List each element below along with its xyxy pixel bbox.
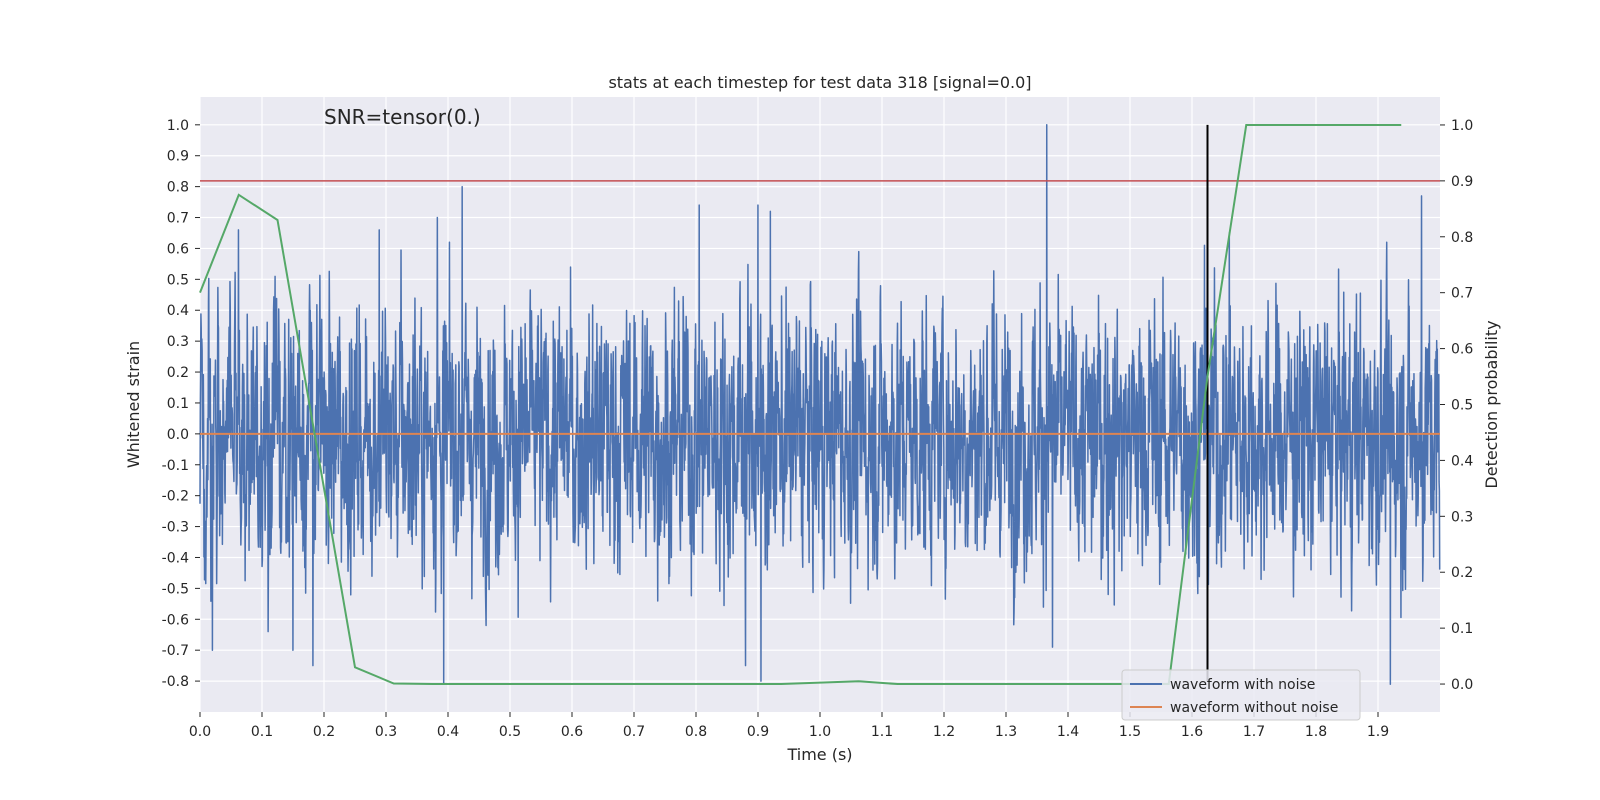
x-tick-label: 0.0 bbox=[189, 724, 211, 740]
y-tick-label: -0.2 bbox=[162, 489, 189, 505]
legend: waveform with noise waveform without noi… bbox=[1121, 669, 1361, 721]
x-tick-label: 1.6 bbox=[1181, 724, 1203, 740]
x-tick-label: 0.1 bbox=[251, 724, 273, 740]
y-tick-label: 0.7 bbox=[167, 211, 189, 227]
y-tick-label: 0.5 bbox=[167, 272, 189, 288]
x-tick-label: 1.2 bbox=[933, 724, 955, 740]
y2-axis-label: Detection probability bbox=[1482, 320, 1501, 488]
y2-tick-label: 0.3 bbox=[1451, 509, 1473, 525]
y-tick-label: -0.6 bbox=[162, 612, 189, 628]
x-axis-label: Time (s) bbox=[786, 745, 852, 764]
y2-tick-label: 0.4 bbox=[1451, 453, 1473, 469]
y2-tick-label: 0.9 bbox=[1451, 174, 1473, 190]
x-tick-label: 1.3 bbox=[995, 724, 1017, 740]
x-tick-label: 0.6 bbox=[561, 724, 583, 740]
legend-box bbox=[1121, 669, 1361, 721]
x-tick-label: 0.9 bbox=[747, 724, 769, 740]
y-tick-label: -0.7 bbox=[162, 643, 189, 659]
x-tick-label: 1.5 bbox=[1119, 724, 1141, 740]
y-tick-label: -0.8 bbox=[162, 674, 189, 690]
legend-label-noise: waveform with noise bbox=[1170, 677, 1315, 693]
y2-tick-label: 0.6 bbox=[1451, 342, 1473, 358]
x-tick-label: 1.9 bbox=[1367, 724, 1389, 740]
y-tick-label: 0.2 bbox=[167, 365, 189, 381]
y2-tick-label: 1.0 bbox=[1451, 118, 1473, 134]
y-tick-label: 0.9 bbox=[167, 149, 189, 165]
x-tick-label: 1.8 bbox=[1305, 724, 1327, 740]
probability-layer bbox=[199, 123, 1402, 686]
x-tick-label: 0.8 bbox=[685, 724, 707, 740]
x-tick-label: 1.7 bbox=[1243, 724, 1265, 740]
y2-tick-labels: 0.0 0.1 0.2 0.3 0.4 0.5 0.6 0.7 0.8 0.9 1.0 bbox=[1440, 118, 1473, 693]
y2-tick-label: 0.1 bbox=[1451, 621, 1473, 637]
series-detection-probability bbox=[199, 123, 1402, 686]
series-waveform-with-noise bbox=[199, 124, 1441, 685]
x-tick-label: 1.1 bbox=[871, 724, 893, 740]
y-tick-label: -0.3 bbox=[162, 520, 189, 536]
y-tick-label: 1.0 bbox=[167, 118, 189, 134]
y-tick-labels: -0.8 -0.7 -0.6 -0.5 -0.4 -0.3 -0.2 -0.1 0.0 0.1 0.… bbox=[162, 118, 200, 690]
y2-tick-label: 0.5 bbox=[1451, 398, 1473, 414]
snr-annotation: SNR=tensor(0.) bbox=[324, 105, 481, 129]
y2-tick-label: 0.7 bbox=[1451, 286, 1473, 302]
reference-lines bbox=[200, 124, 1440, 682]
noise-waveform-layer bbox=[199, 124, 1441, 685]
x-tick-label: 0.2 bbox=[313, 724, 335, 740]
y-tick-label: 0.8 bbox=[167, 180, 189, 196]
x-tick-label: 0.3 bbox=[375, 724, 397, 740]
x-tick-label: 0.7 bbox=[623, 724, 645, 740]
y-tick-label: 0.4 bbox=[167, 303, 189, 319]
y2-tick-label: 0.0 bbox=[1451, 677, 1473, 693]
y2-tick-label: 0.8 bbox=[1451, 230, 1473, 246]
chart-title: stats at each timestep for test data 318… bbox=[608, 73, 1031, 92]
y-tick-label: 0.6 bbox=[167, 241, 189, 257]
legend-label-clean: waveform without noise bbox=[1170, 700, 1338, 716]
y-tick-label: 0.3 bbox=[167, 334, 189, 350]
y2-tick-label: 0.2 bbox=[1451, 565, 1473, 581]
y-tick-label: -0.4 bbox=[162, 550, 189, 566]
x-tick-label: 0.4 bbox=[437, 724, 459, 740]
y-axis-label: Whitened strain bbox=[124, 341, 143, 468]
x-tick-label: 0.5 bbox=[499, 724, 521, 740]
y-tick-label: -0.5 bbox=[162, 581, 189, 597]
y-tick-label: 0.1 bbox=[167, 396, 189, 412]
y-tick-label: 0.0 bbox=[167, 427, 189, 443]
y-tick-label: -0.1 bbox=[162, 458, 189, 474]
x-tick-label: 1.4 bbox=[1057, 724, 1079, 740]
x-tick-labels: 0.0 0.1 0.2 0.3 0.4 0.5 0.6 0.7 0.8 0.9 1.0 1.1 1.2 1… bbox=[189, 712, 1389, 740]
x-tick-label: 1.0 bbox=[809, 724, 831, 740]
